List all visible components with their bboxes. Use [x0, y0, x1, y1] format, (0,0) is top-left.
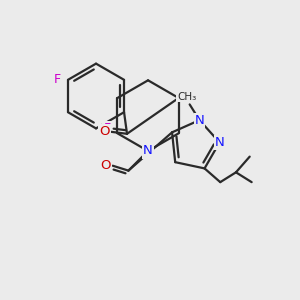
Text: N: N	[195, 114, 204, 127]
Text: N: N	[215, 136, 224, 149]
Text: F: F	[103, 122, 110, 135]
Text: O: O	[100, 159, 111, 172]
Text: CH₃: CH₃	[177, 92, 196, 102]
Text: N: N	[143, 145, 153, 158]
Text: F: F	[54, 73, 61, 86]
Text: O: O	[99, 125, 110, 138]
